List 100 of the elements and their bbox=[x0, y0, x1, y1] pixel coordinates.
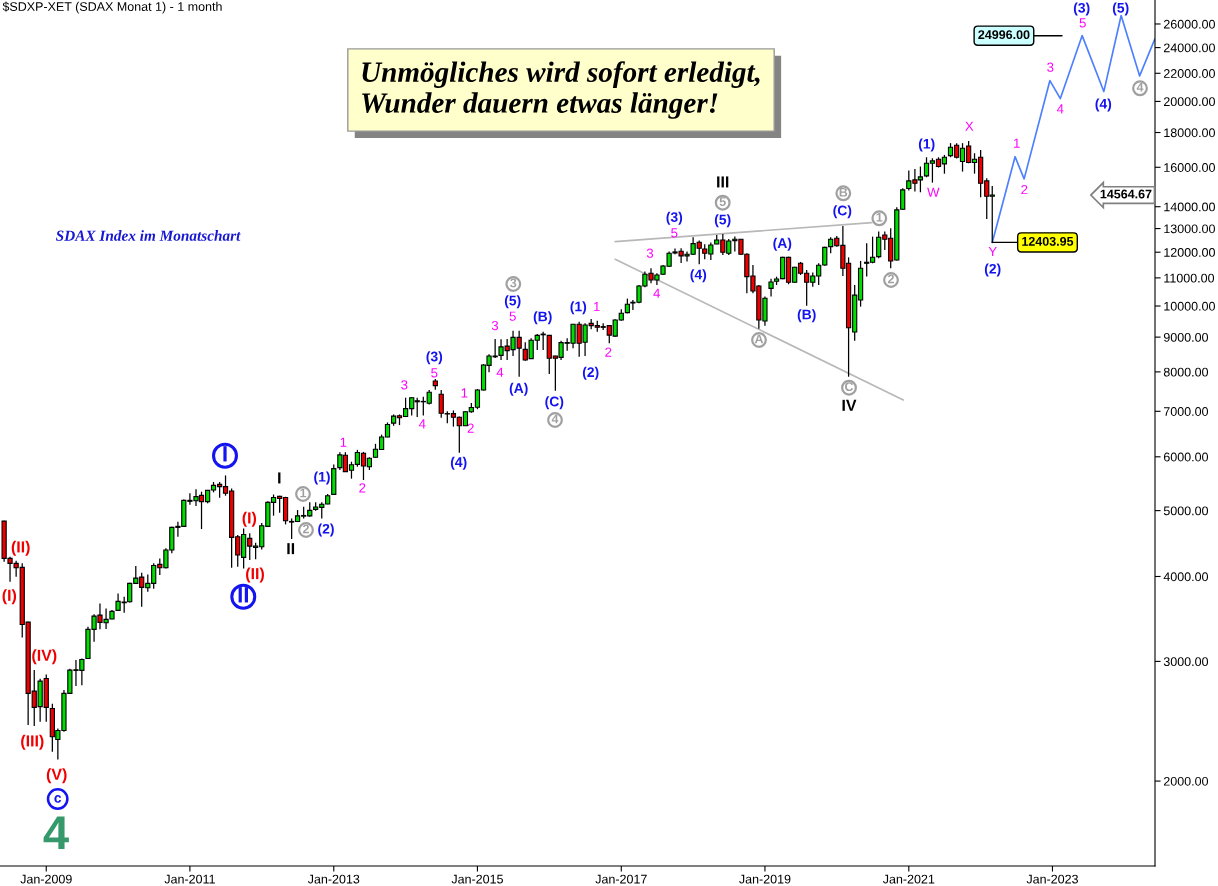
annotation: 1 bbox=[461, 388, 468, 398]
annotation: X bbox=[965, 121, 974, 131]
chart-title: $SDXP-XET (SDAX Monat 1) - 1 month bbox=[2, 1, 222, 14]
annotation: (4) bbox=[450, 456, 467, 470]
annotation: 12403.95 bbox=[1022, 236, 1074, 246]
annotation: (V) bbox=[46, 768, 67, 784]
annotation: 2 bbox=[887, 274, 894, 284]
annotation: (5) bbox=[1112, 2, 1129, 16]
y-tick-label: 14000.00 bbox=[1164, 202, 1215, 212]
x-tick-label: Jan-2017 bbox=[595, 874, 647, 884]
annotation: 5 bbox=[431, 368, 438, 378]
annotation: (C) bbox=[545, 396, 564, 410]
annotation: (IV) bbox=[32, 649, 57, 665]
y-tick-label: 7000.00 bbox=[1163, 407, 1209, 416]
annotation: I bbox=[278, 472, 281, 484]
annotation: (3) bbox=[666, 211, 683, 225]
y-tick-label: 5000.00 bbox=[1163, 506, 1209, 516]
annotation: (1) bbox=[570, 301, 587, 315]
y-tick-label: 10000.00 bbox=[1164, 301, 1215, 311]
annotation: C bbox=[845, 382, 854, 392]
y-tick-label: 22000.00 bbox=[1163, 69, 1215, 78]
annotation: 24996.00 bbox=[978, 30, 1030, 40]
annotation: c bbox=[54, 795, 62, 803]
annotation: I bbox=[223, 446, 227, 462]
annotation: 2 bbox=[359, 483, 366, 493]
annotation: III bbox=[717, 176, 729, 188]
annotation: 14564.67 bbox=[1100, 189, 1152, 199]
y-tick-label: 16000.00 bbox=[1164, 163, 1215, 172]
annotation: (C) bbox=[833, 205, 852, 219]
annotation: Y bbox=[988, 247, 997, 257]
annotation: IV bbox=[842, 399, 857, 411]
x-tick-label: Jan-2021 bbox=[882, 874, 935, 884]
y-tick-label: 24000.00 bbox=[1163, 43, 1215, 53]
annotation: (3) bbox=[426, 351, 443, 365]
y-tick-label: 26000.00 bbox=[1163, 19, 1215, 29]
annotation: (1) bbox=[918, 138, 935, 152]
annotation: 3 bbox=[401, 380, 408, 390]
annotation: (5) bbox=[714, 214, 731, 228]
annotation: 5 bbox=[671, 228, 678, 238]
annotation: (1) bbox=[314, 471, 330, 485]
annotation: 4 bbox=[551, 414, 559, 424]
y-tick-label: 18000.00 bbox=[1164, 128, 1215, 138]
annotation: II bbox=[238, 587, 248, 603]
annotation: (II) bbox=[11, 540, 30, 556]
annotation: W bbox=[927, 187, 940, 197]
annotation: (B) bbox=[533, 311, 552, 325]
annotation: 3 bbox=[510, 278, 517, 288]
annotation: (2) bbox=[582, 366, 599, 380]
annotation: II bbox=[287, 543, 295, 555]
annotation: 1 bbox=[594, 302, 600, 312]
x-tick-label: Jan-2023 bbox=[1026, 874, 1078, 884]
annotation: 3 bbox=[1047, 62, 1054, 72]
y-tick-label: 6000.00 bbox=[1163, 452, 1209, 462]
y-tick-label: 20000.00 bbox=[1163, 97, 1215, 107]
annotation: 3 bbox=[491, 320, 499, 331]
x-tick-label: Jan-2011 bbox=[164, 874, 215, 884]
annotation: 1 bbox=[876, 212, 883, 222]
annotation: 4 bbox=[1056, 104, 1064, 114]
annotation: 3 bbox=[646, 248, 654, 258]
annotation: 4 bbox=[1136, 82, 1144, 92]
annotation: 2 bbox=[605, 347, 612, 357]
annotation: 5 bbox=[509, 311, 516, 321]
x-tick-label: Jan-2015 bbox=[451, 874, 503, 884]
annotation: (4) bbox=[690, 269, 707, 283]
annotation: (2) bbox=[984, 263, 1001, 277]
annotation: (II) bbox=[246, 567, 264, 583]
annotation: 4 bbox=[43, 816, 69, 849]
annotation: (B) bbox=[797, 309, 816, 323]
annotation: 1 bbox=[340, 437, 347, 447]
annotation: (III) bbox=[21, 734, 44, 750]
y-tick-label: 13000.00 bbox=[1164, 224, 1215, 234]
y-tick-label: 3000.00 bbox=[1163, 657, 1209, 667]
annotation: (4) bbox=[1095, 98, 1112, 112]
annotation: Unmögliches wird sofort erledigt, Wunder dauern etwas länger! bbox=[362, 61, 760, 119]
annotation: (A) bbox=[509, 382, 528, 396]
annotation: 4 bbox=[653, 288, 660, 298]
annotation: (5) bbox=[504, 295, 521, 309]
annotation: (3) bbox=[1073, 2, 1090, 16]
annotation: 2 bbox=[302, 524, 309, 534]
x-tick-label: Jan-2013 bbox=[307, 874, 360, 884]
annotation: B bbox=[839, 187, 848, 197]
y-tick-label: 4000.00 bbox=[1163, 572, 1209, 582]
x-tick-label: Jan-2019 bbox=[739, 874, 791, 884]
annotation: 4 bbox=[418, 419, 426, 429]
y-tick-label: 8000.00 bbox=[1163, 367, 1209, 377]
annotation: 5 bbox=[1079, 18, 1086, 28]
y-tick-label: 11000.00 bbox=[1164, 273, 1215, 283]
y-tick-label: 2000.00 bbox=[1163, 776, 1209, 786]
x-tick-label: Jan-2009 bbox=[20, 874, 72, 884]
text: SDAX Index im Monatschart bbox=[55, 230, 241, 241]
annotation: A bbox=[754, 334, 764, 344]
annotation: 1 bbox=[1014, 138, 1020, 148]
annotation: 5 bbox=[719, 197, 726, 207]
annotation: (I) bbox=[242, 511, 257, 527]
y-tick-label: 9000.00 bbox=[1163, 332, 1209, 342]
y-tick-label: 12000.00 bbox=[1164, 248, 1215, 257]
annotation: 2 bbox=[1021, 184, 1028, 195]
candlestick bbox=[540, 331, 546, 351]
annotation: (2) bbox=[318, 523, 334, 537]
annotation: 4 bbox=[496, 367, 504, 377]
